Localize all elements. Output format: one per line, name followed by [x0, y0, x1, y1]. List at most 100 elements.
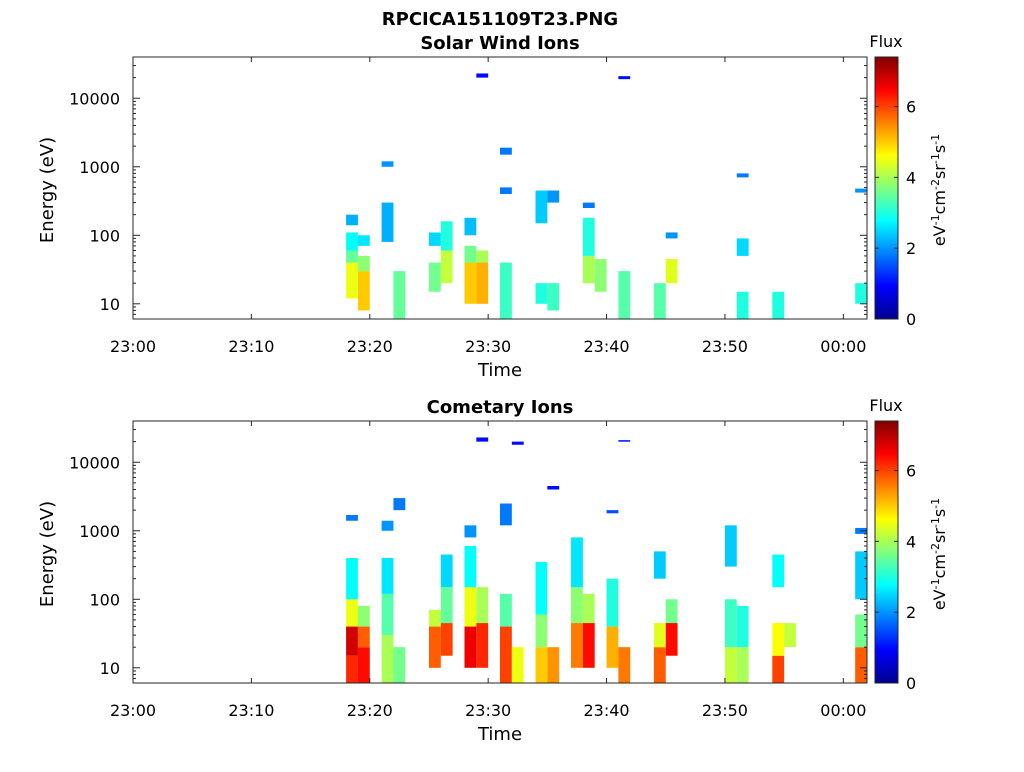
y-tick-label: 100	[89, 226, 120, 245]
heatmap-cell	[724, 599, 737, 648]
heatmap-cell	[772, 623, 785, 656]
heatmap-cell	[855, 551, 867, 600]
heatmap-cell	[571, 587, 583, 624]
heatmap-cell	[582, 593, 595, 624]
heatmap-cell	[665, 599, 678, 624]
heatmap-cell	[594, 259, 607, 292]
colorbar: Flux 0 2 4 6 eV-1cm-2sr-1s-1	[869, 396, 949, 693]
panel-title: Solar Wind Ions	[420, 33, 579, 54]
y-axis: 10 100 1000 10000	[69, 56, 867, 320]
colorbar-tick-label: 2	[906, 239, 916, 258]
heatmap-cell	[346, 214, 358, 226]
heatmap-cell	[547, 647, 560, 683]
x-tick-label: 23:40	[583, 337, 629, 356]
colorbar-tick-label: 4	[906, 168, 916, 187]
y-axis-label: Energy (eV)	[37, 501, 58, 607]
x-tick-label: 23:00	[110, 337, 156, 356]
heatmap-cell	[346, 262, 358, 299]
heatmap-cell	[440, 623, 453, 656]
heatmap-cell	[784, 623, 796, 648]
heatmap-cell	[535, 283, 548, 304]
x-tick-label: 23:10	[228, 701, 274, 720]
colorbar: Flux 0 2 4 6 eV-1cm-2sr-1s-1	[869, 32, 949, 329]
y-tick-label: 10	[100, 295, 120, 314]
heatmap-cell	[571, 623, 583, 668]
x-tick-label: 23:40	[583, 701, 629, 720]
heatmap-cell	[381, 593, 394, 636]
y-tick-label: 10	[100, 659, 120, 678]
heatmap-cell	[393, 271, 406, 319]
heatmap-cell	[606, 578, 619, 627]
heatmap-cell	[736, 238, 749, 256]
heatmap-cell	[346, 232, 358, 251]
heatmap-cell	[381, 558, 394, 594]
heatmap-cell	[618, 440, 631, 442]
colorbar-gradient	[874, 56, 899, 320]
heatmap-cell	[381, 202, 394, 242]
heatmap-cell	[855, 614, 867, 648]
heatmap-cell	[381, 635, 394, 683]
heatmap-cell	[346, 655, 358, 683]
heatmap-cell	[346, 626, 358, 656]
heatmap-cell	[357, 271, 370, 311]
heatmap-cell	[653, 283, 666, 319]
heatmap-cell	[582, 255, 595, 284]
panel-solar-wind: Solar Wind Ions 23:00 23:10 23:20 23:30 23:4…	[37, 32, 949, 381]
heatmap-cell	[582, 202, 595, 209]
heatmap-cell	[440, 587, 453, 624]
heatmap-cell	[393, 498, 406, 511]
x-axis: 23:00 23:10 23:20 23:30 23:40 23:50 00:00	[110, 421, 866, 720]
heatmap-cell	[606, 626, 619, 668]
heatmap-cell	[511, 441, 524, 445]
heatmap-cell	[547, 190, 560, 203]
y-tick-label: 10000	[69, 89, 120, 108]
y-tick-label: 1000	[79, 158, 120, 177]
heatmap-cell	[476, 587, 489, 624]
heatmap-cell	[772, 554, 785, 588]
x-axis-label: Time	[477, 360, 522, 381]
heatmap-cell	[855, 283, 867, 304]
heatmap-cell	[428, 626, 441, 668]
heatmap-cell	[476, 73, 489, 78]
colorbar-gradient	[874, 420, 899, 684]
colorbar-ticks: 0 2 4 6	[875, 98, 916, 329]
heatmap-cell	[500, 503, 512, 526]
heatmap-cell	[724, 647, 737, 683]
x-tick-label: 23:10	[228, 337, 274, 356]
heatmap-cell	[346, 558, 358, 600]
heatmap-cell	[582, 623, 595, 668]
heatmap-cell	[511, 647, 524, 683]
heatmap-cell	[381, 520, 394, 531]
heatmap-cell	[736, 291, 749, 319]
y-axis-label: Energy (eV)	[37, 137, 58, 243]
x-axis: 23:00 23:10 23:20 23:30 23:40 23:50 00:00	[110, 57, 866, 356]
heatmap-cell	[440, 250, 453, 284]
heatmap-cell	[464, 626, 477, 668]
heatmap-cell	[665, 623, 678, 656]
heatmap-cell	[357, 235, 370, 246]
panel-title: Cometary Ions	[427, 397, 574, 418]
colorbar-tick-label: 6	[906, 462, 916, 481]
heatmap-cell	[428, 609, 441, 627]
heatmap-cell	[535, 647, 548, 683]
heatmap-cell	[464, 245, 477, 263]
heatmap-cell	[476, 250, 489, 263]
heatmap-cell	[535, 562, 548, 615]
figure-title: RPCICA151109T23.PNG	[382, 9, 618, 30]
heatmap-cell	[618, 647, 631, 683]
heatmap-cell	[736, 173, 749, 178]
heatmap-cell	[476, 623, 489, 668]
heatmap-cell	[736, 605, 749, 648]
x-tick-label: 23:00	[110, 701, 156, 720]
heatmap-cell	[464, 217, 477, 236]
heatmap-cell	[357, 605, 370, 627]
x-tick-label: 23:30	[465, 701, 511, 720]
heatmap-cell	[357, 255, 370, 272]
heatmap-cell	[653, 623, 666, 648]
heatmap-cell	[476, 262, 489, 304]
colorbar-label: eV-1cm-2sr-1s-1	[929, 498, 949, 610]
heatmap-cell	[464, 262, 477, 304]
colorbar-tick-label: 2	[906, 603, 916, 622]
heatmap-cell	[855, 188, 867, 193]
